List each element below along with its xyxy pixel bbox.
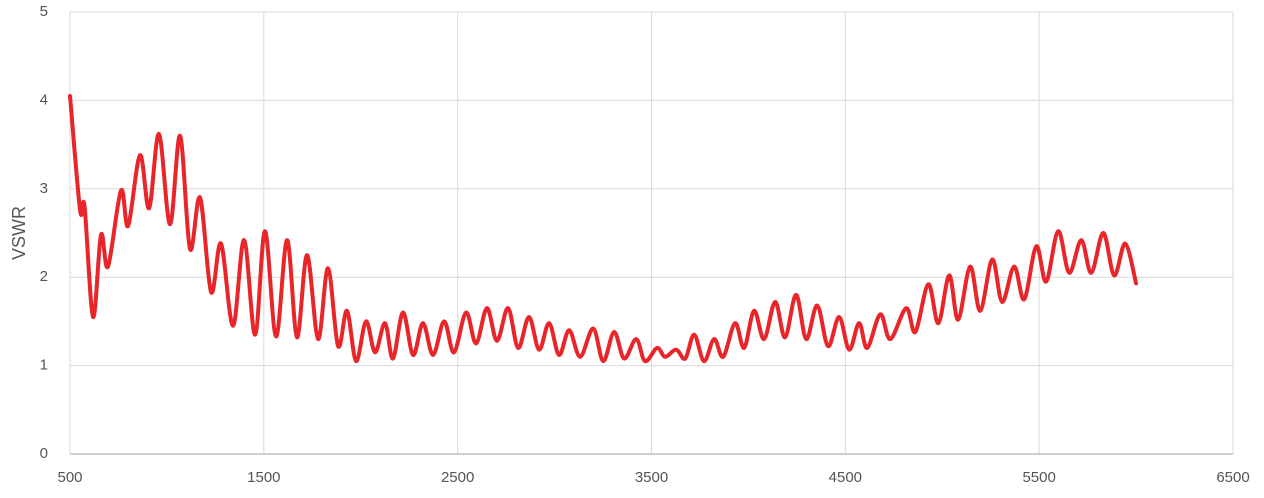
y-tick-label: 3 [40,180,48,197]
x-tick-label: 4500 [829,469,862,486]
x-tick-label: 6500 [1216,469,1249,486]
y-tick-label: 2 [40,268,48,285]
y-tick-label: 5 [40,3,48,20]
y-tick-label: 0 [40,445,48,462]
x-tick-label: 500 [57,469,82,486]
x-tick-label: 1500 [247,469,280,486]
x-tick-label: 3500 [635,469,668,486]
x-tick-label: 5500 [1022,469,1055,486]
data-line [68,93,1139,364]
y-axis-label: VSWR [9,206,29,260]
y-tick-label: 4 [40,91,48,108]
y-tick-label: 1 [40,357,48,374]
x-tick-label: 2500 [441,469,474,486]
